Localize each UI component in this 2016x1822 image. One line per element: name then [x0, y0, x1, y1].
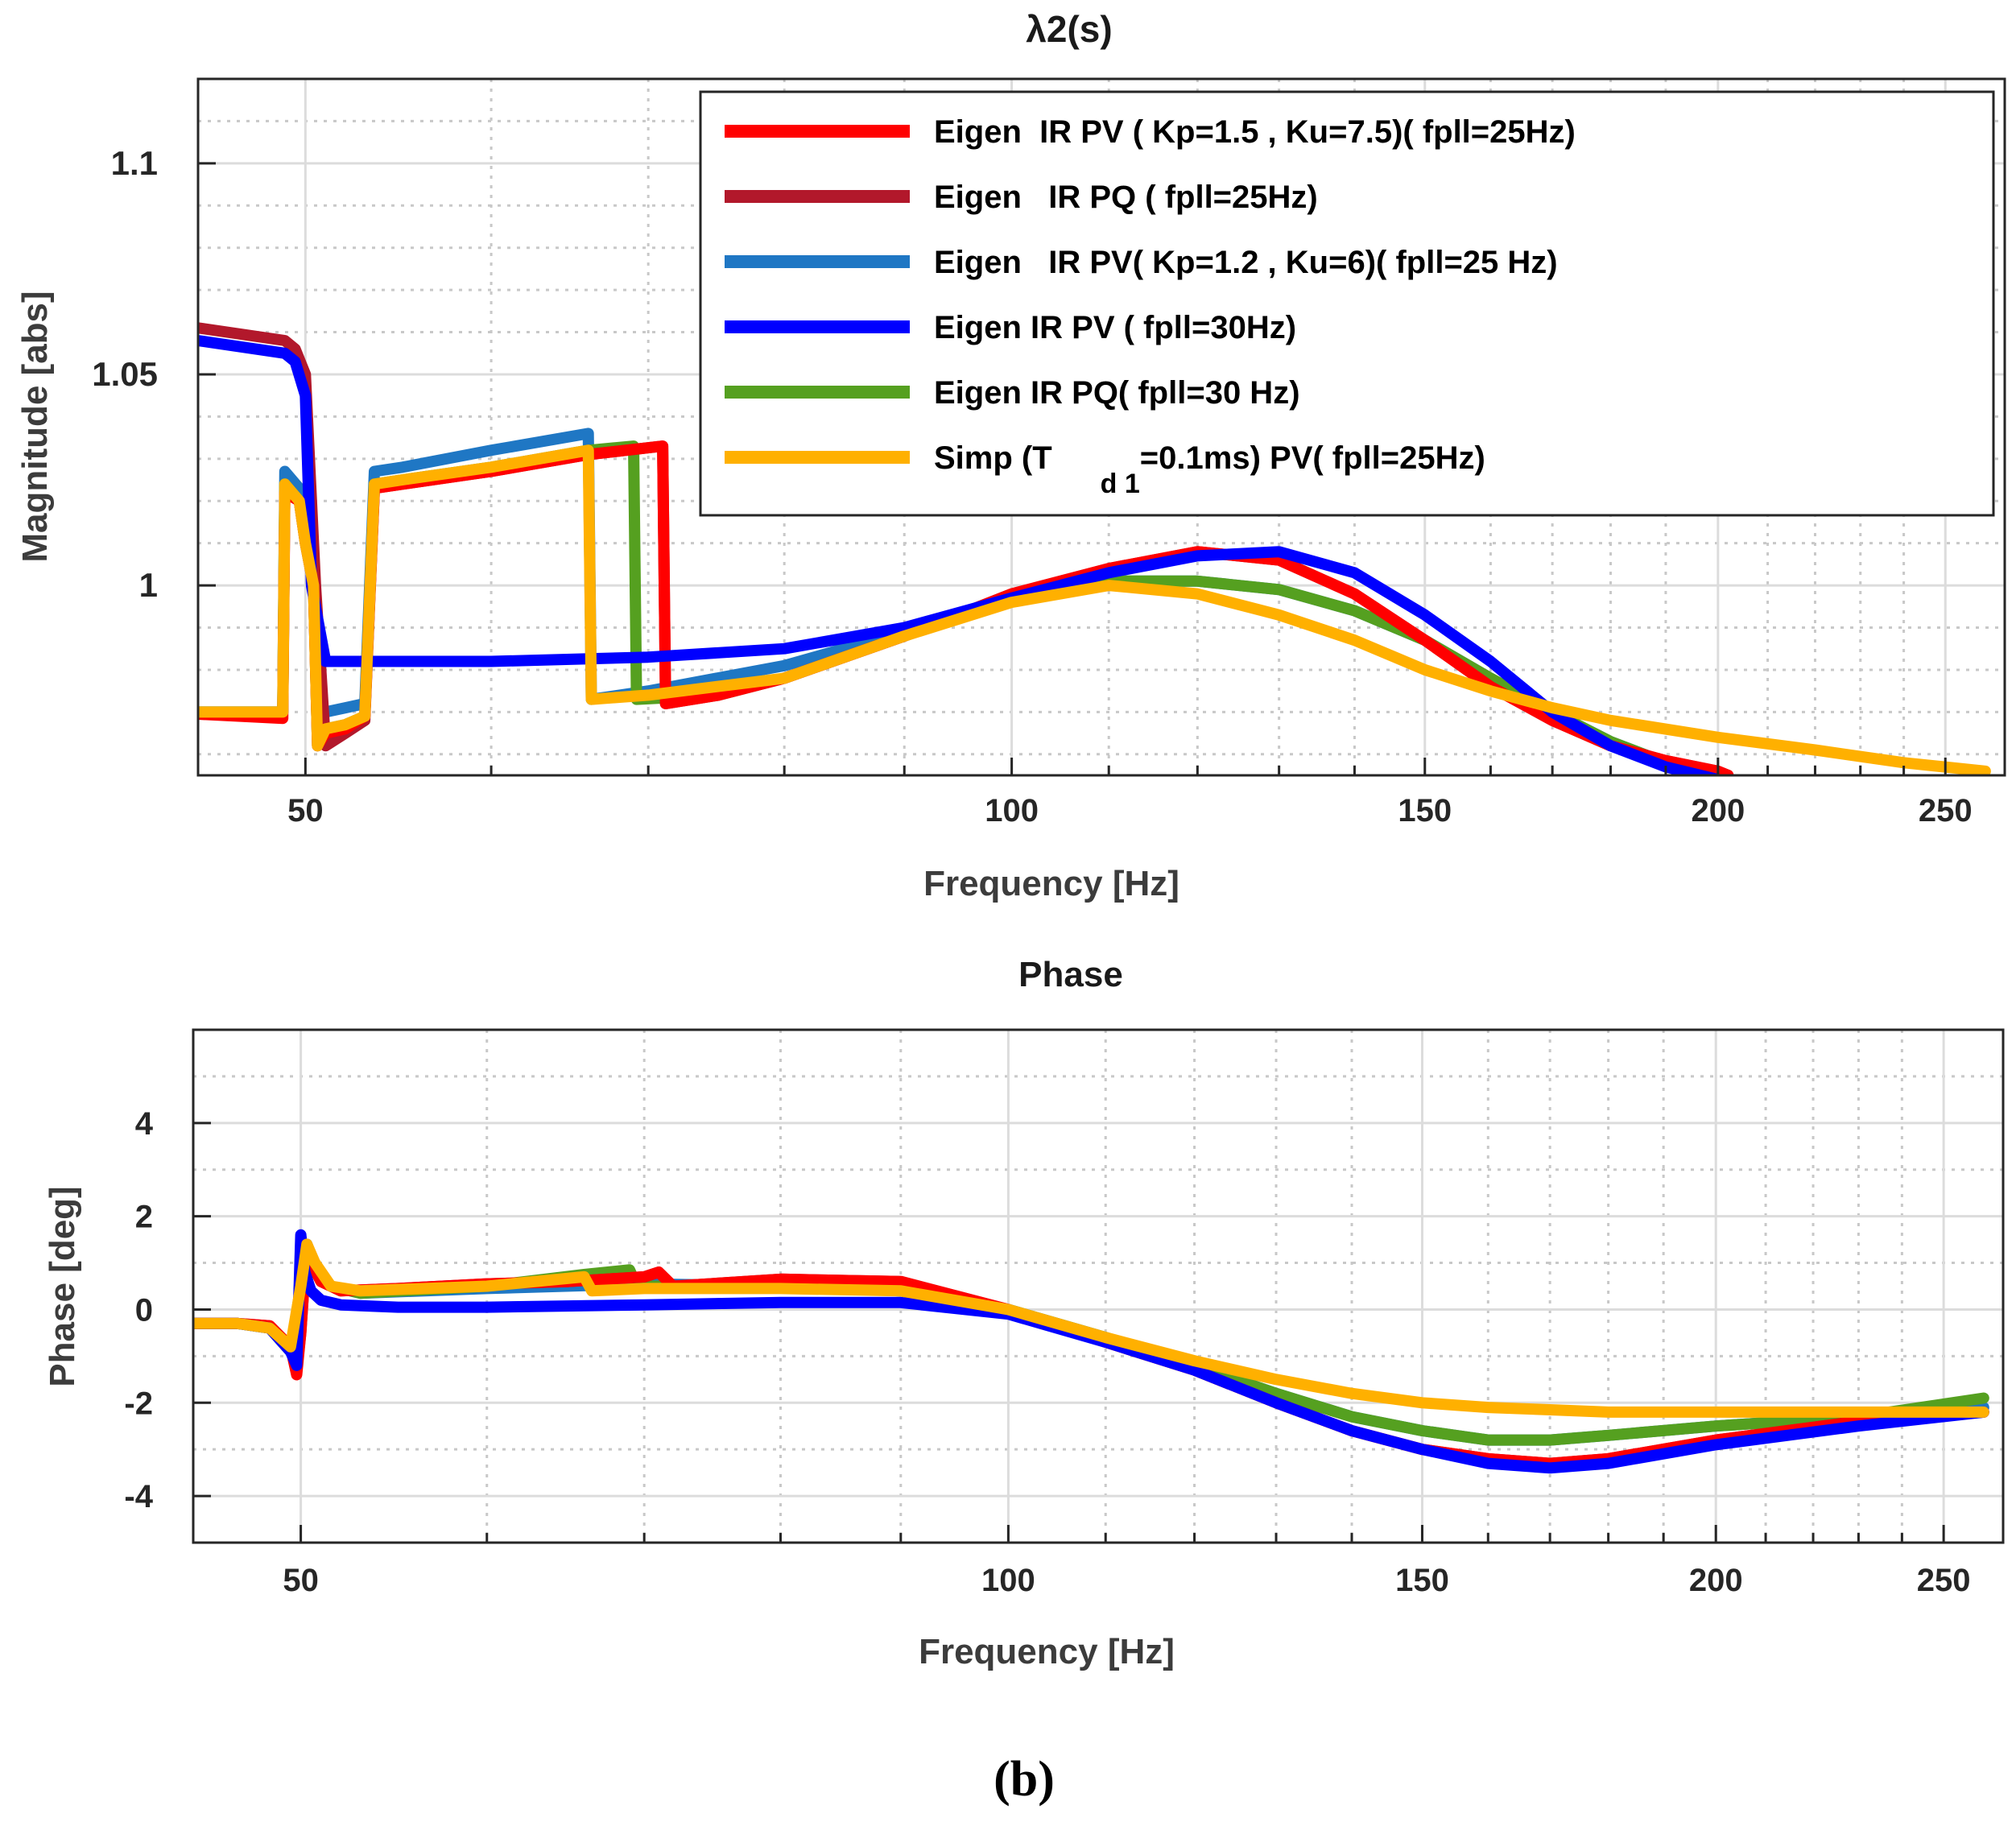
x-tick-label: 150: [1398, 793, 1452, 828]
legend-label-5: Simp (Td 1=0.1ms) PV( fpll=25Hz): [934, 440, 1485, 499]
phase-y-axis-label: Phase [deg]: [43, 1186, 82, 1386]
y-tick-label: 2: [135, 1200, 153, 1235]
y-tick-label: 1.1: [111, 144, 158, 182]
magnitude-axes-box: [196, 77, 2006, 777]
series-line-3: [198, 335, 1722, 775]
legend-label-1: Eigen IR PQ ( fpll=25Hz): [934, 180, 1318, 215]
x-tick-label: 200: [1691, 793, 1745, 828]
x-tick-label: 100: [985, 793, 1039, 828]
legend-label-0: Eigen IR PV ( Kp=1.5 , Ku=7.5)( fpll=25H…: [934, 114, 1576, 150]
legend: Eigen IR PV ( Kp=1.5 , Ku=7.5)( fpll=25H…: [699, 90, 1995, 517]
legend-items: Eigen IR PV ( Kp=1.5 , Ku=7.5)( fpll=25H…: [725, 114, 1576, 499]
y-tick-label: 1.05: [92, 355, 158, 393]
phase-chart: Phase -4 -2 0 2 4 50 100 150 200 250 Frequency […: [43, 955, 2005, 1671]
legend-label-4: Eigen IR PQ( fpll=30 Hz): [934, 375, 1300, 411]
legend-label-3: Eigen IR PV ( fpll=30Hz): [934, 310, 1296, 345]
y-tick-label: -2: [124, 1386, 153, 1421]
x-tick-label: 100: [981, 1563, 1035, 1598]
y-tick-label: 0: [135, 1292, 153, 1328]
phase-chart-title: Phase: [1018, 955, 1123, 994]
magnitude-chart-title: λ2(s): [1026, 8, 1112, 50]
phase-x-ticks: 50 100 150 200 250: [283, 1525, 1970, 1598]
x-tick-label: 200: [1689, 1563, 1743, 1598]
x-tick-label: 250: [1917, 1563, 1971, 1598]
phase-y-ticks: -4 -2 0 2 4: [124, 1106, 211, 1514]
y-tick-label: 4: [135, 1106, 154, 1142]
magnitude-y-ticks: 1 1.05 1.1: [92, 144, 216, 604]
magnitude-x-axis-label: Frequency [Hz]: [923, 864, 1179, 903]
figure-caption: (b): [994, 1752, 1055, 1807]
phase-x-axis-label: Frequency [Hz]: [919, 1632, 1175, 1671]
series-line-5: [193, 1238, 1989, 1418]
series-line-5: [198, 444, 1991, 775]
magnitude-y-axis-label: Magnitude [abs]: [15, 291, 55, 562]
x-tick-label: 50: [283, 1563, 319, 1598]
magnitude-series-group: [198, 322, 1991, 775]
x-tick-label: 250: [1919, 793, 1973, 828]
magnitude-chart: λ2(s) 1 1.05 1.1 50 100 150 200 250 Frequency …: [15, 8, 2006, 903]
legend-label-2: Eigen IR PV( Kp=1.2 , Ku=6)( fpll=25 Hz): [934, 245, 1558, 280]
y-tick-label: 1: [139, 566, 158, 604]
magnitude-x-ticks: 50 100 150 200 250: [287, 758, 1973, 828]
y-tick-label: -4: [124, 1479, 153, 1514]
x-tick-label: 50: [287, 793, 324, 828]
legend-box: [699, 90, 1995, 517]
phase-axes-box: [192, 1028, 2005, 1544]
phase-series-group: [193, 1229, 1989, 1474]
x-tick-label: 150: [1395, 1563, 1449, 1598]
